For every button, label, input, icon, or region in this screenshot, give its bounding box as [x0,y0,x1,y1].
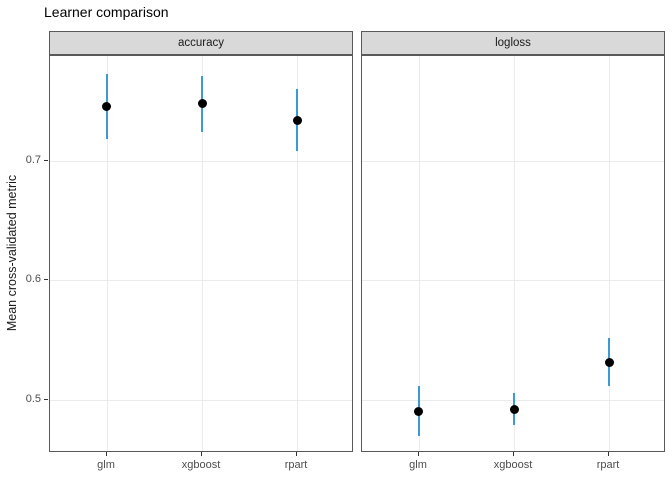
data-point-rpart [605,358,614,367]
x-gridline [297,56,298,451]
x-gridline [419,56,420,451]
y-axis-title: Mean cross-validated metric [5,174,19,332]
y-tick [44,399,48,400]
x-tick [418,452,419,456]
y-tick-label: 0.5 [25,393,41,405]
y-gridline [50,280,352,281]
x-tick [201,452,202,456]
x-gridline [609,56,610,451]
chart-title: Learner comparison [44,4,169,20]
x-tick-label-xgboost: xgboost [493,459,533,471]
x-tick-label-rpart: rpart [596,459,620,471]
x-gridline [514,56,515,451]
x-tick [608,452,609,456]
y-tick-label: 0.6 [25,273,41,285]
x-gridline [107,56,108,451]
data-point-xgboost [510,405,519,414]
y-gridline [50,400,352,401]
facet-strip-accuracy: accuracy [49,31,353,55]
y-tick [44,160,48,161]
y-gridline [50,161,352,162]
y-tick-label: 0.7 [25,154,41,166]
facet-panel-logloss [361,55,665,452]
facet-panel-accuracy [49,55,353,452]
data-point-xgboost [198,99,207,108]
x-tick-label-glm: glm [97,459,115,471]
x-gridline [202,56,203,451]
x-tick [106,452,107,456]
x-tick-label-rpart: rpart [284,459,308,471]
x-tick-label-glm: glm [409,459,427,471]
y-tick [44,279,48,280]
y-gridline [362,161,664,162]
x-tick-label-xgboost: xgboost [181,459,221,471]
y-gridline [362,280,664,281]
data-point-rpart [293,116,302,125]
facet-strip-logloss: logloss [361,31,665,55]
x-tick [296,452,297,456]
x-tick [513,452,514,456]
data-point-glm [414,407,423,416]
data-point-glm [102,102,111,111]
